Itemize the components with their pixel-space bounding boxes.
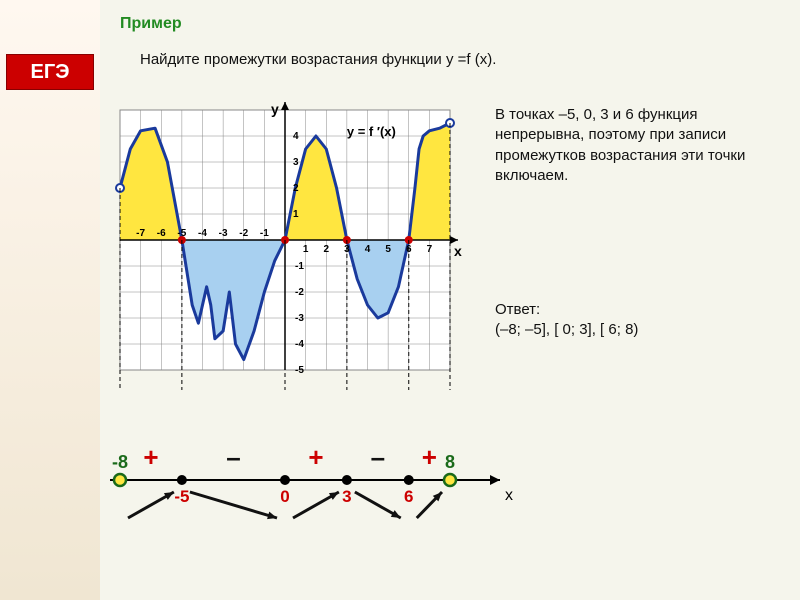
ege-badge: ЕГЭ xyxy=(6,54,94,90)
svg-text:4: 4 xyxy=(365,244,371,255)
svg-text:-1: -1 xyxy=(260,228,269,239)
svg-text:x: x xyxy=(454,243,462,259)
content-area: Пример Найдите промежутки возрастания фу… xyxy=(100,0,800,600)
sign-diagram: xf′(x)f(x)-88-5036+–+–+ xyxy=(100,425,700,545)
svg-text:–: – xyxy=(371,442,385,472)
svg-text:-6: -6 xyxy=(157,228,166,239)
answer-block: Ответ: (–8; –5], [ 0; 3], [ 6; 8) xyxy=(495,300,785,341)
svg-text:–: – xyxy=(226,442,240,472)
svg-text:-8: -8 xyxy=(112,452,128,472)
svg-text:1: 1 xyxy=(303,244,309,255)
svg-text:-4: -4 xyxy=(198,228,207,239)
svg-text:-4: -4 xyxy=(295,339,304,350)
answer-value: (–8; –5], [ 0; 3], [ 6; 8) xyxy=(495,321,638,338)
svg-text:1: 1 xyxy=(293,209,299,220)
left-decorative-strip: ЕГЭ xyxy=(0,0,100,600)
svg-text:7: 7 xyxy=(427,244,433,255)
answer-label: Ответ: xyxy=(495,301,540,318)
svg-text:-5: -5 xyxy=(174,487,189,506)
svg-text:4: 4 xyxy=(293,131,299,142)
task-subtitle: Найдите промежутки возрастания функции у… xyxy=(140,51,800,68)
chart-container: -7-6-5-4-3-2-112345674321-1-2-3-4-5xyy =… xyxy=(100,100,470,390)
svg-text:+: + xyxy=(308,442,323,472)
svg-text:2: 2 xyxy=(293,183,299,194)
svg-text:-5: -5 xyxy=(295,365,304,376)
svg-text:y = f ′(x): y = f ′(x) xyxy=(347,124,396,139)
derivative-chart: -7-6-5-4-3-2-112345674321-1-2-3-4-5xyy =… xyxy=(100,100,470,390)
svg-text:5: 5 xyxy=(385,244,391,255)
svg-text:2: 2 xyxy=(323,244,329,255)
explanation-text: В точках –5, 0, 3 и 6 функция непрерывна… xyxy=(495,105,785,186)
svg-text:6: 6 xyxy=(404,487,413,506)
svg-text:3: 3 xyxy=(293,157,299,168)
svg-text:-2: -2 xyxy=(295,287,304,298)
svg-text:+: + xyxy=(143,442,158,472)
svg-text:3: 3 xyxy=(342,487,351,506)
sign-diagram-container: xf′(x)f(x)-88-5036+–+–+ xyxy=(100,425,700,545)
svg-text:8: 8 xyxy=(445,452,455,472)
svg-text:y: y xyxy=(271,101,279,117)
svg-text:-7: -7 xyxy=(136,228,145,239)
svg-text:x: x xyxy=(505,487,513,504)
svg-text:0: 0 xyxy=(280,487,289,506)
svg-text:-2: -2 xyxy=(239,228,248,239)
svg-text:+: + xyxy=(422,442,437,472)
example-title: Пример xyxy=(120,15,800,33)
svg-text:-3: -3 xyxy=(219,228,228,239)
svg-text:-3: -3 xyxy=(295,313,304,324)
svg-text:-1: -1 xyxy=(295,261,304,272)
